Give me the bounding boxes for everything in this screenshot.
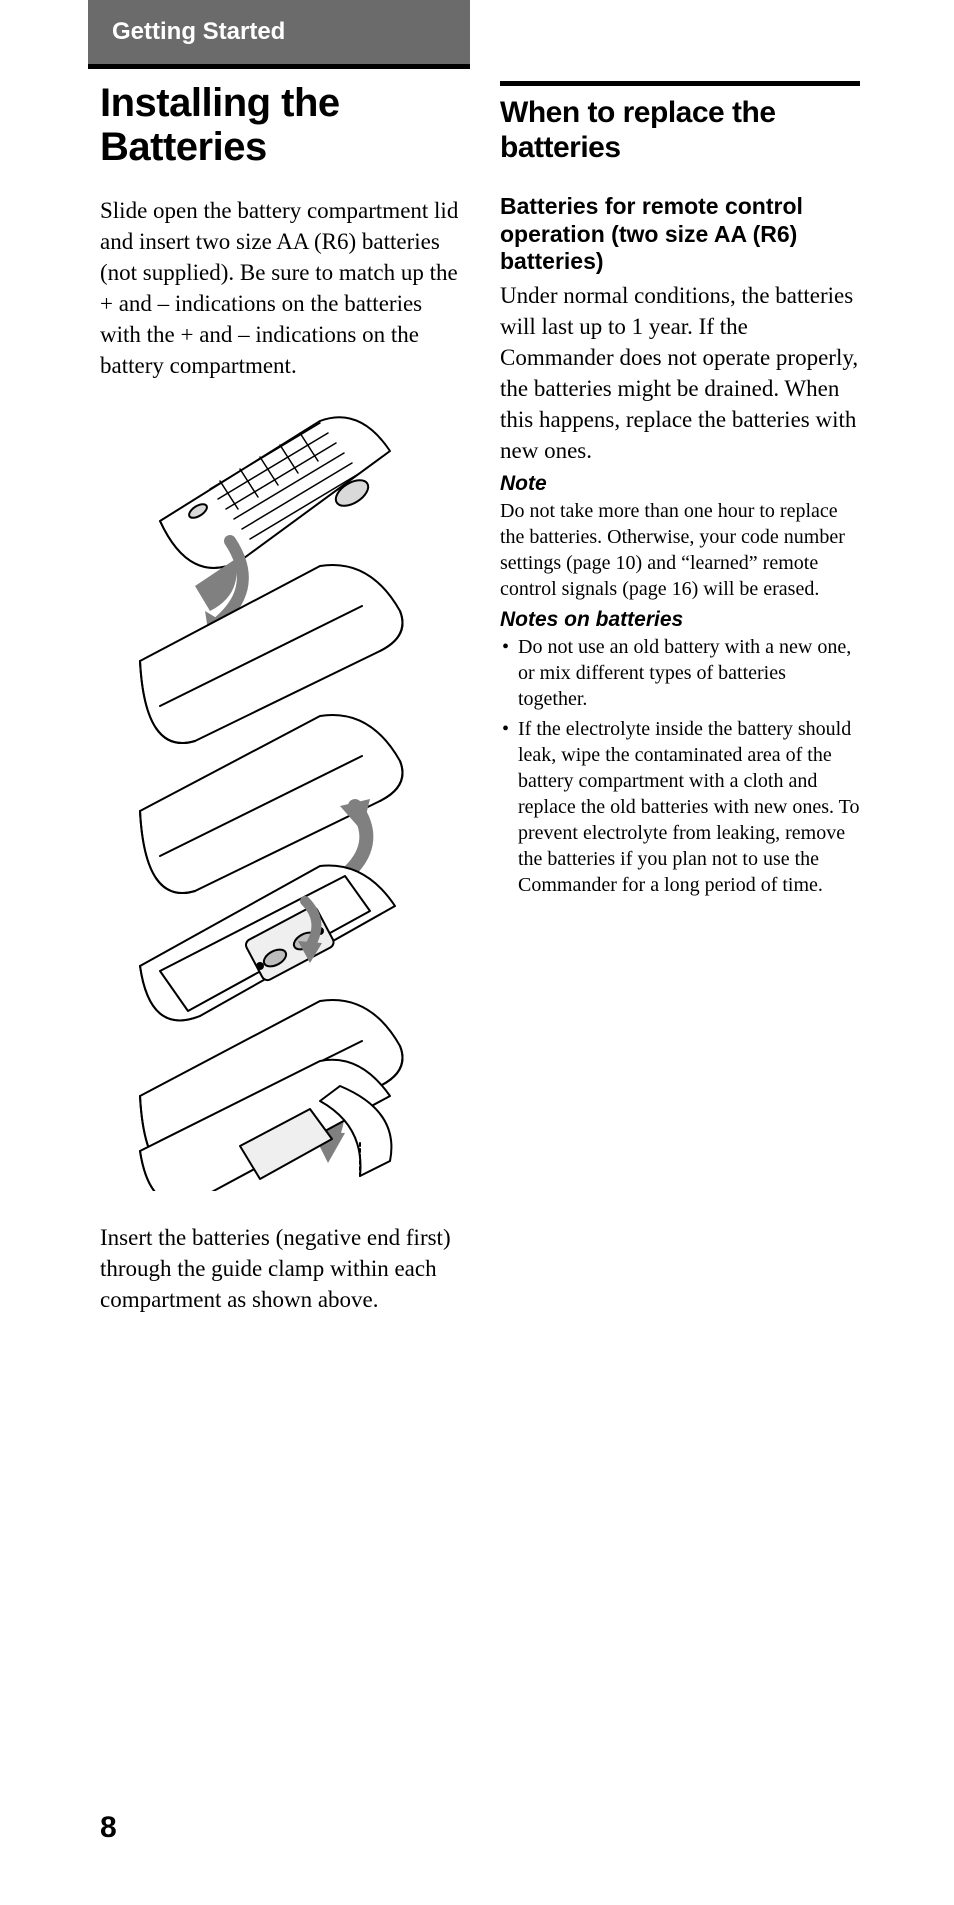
illustration-caption: Insert the batteries (negative end first…: [100, 1222, 460, 1315]
right-column-rule: When to replace the batteries: [500, 81, 860, 165]
right-column: When to replace the batteries Batteries …: [500, 81, 860, 1327]
list-item: Do not use an old battery with a new one…: [500, 634, 860, 712]
list-item: If the electrolyte inside the battery sh…: [500, 716, 860, 898]
left-column: Installing the Batteries Slide open the …: [100, 81, 460, 1327]
note-body: Do not take more than one hour to replac…: [500, 498, 860, 602]
right-subhead: Batteries for remote control operation (…: [500, 193, 860, 276]
section-header-text: Getting Started: [112, 18, 285, 45]
main-title: Installing the Batteries: [100, 81, 460, 169]
manual-page: Getting Started Installing the Batteries…: [0, 0, 954, 1905]
right-title: When to replace the batteries: [500, 96, 860, 165]
page-number: 8: [100, 1811, 117, 1845]
note-heading: Note: [500, 472, 860, 496]
right-body: Under normal conditions, the batteries w…: [500, 280, 860, 466]
two-column-layout: Installing the Batteries Slide open the …: [100, 81, 854, 1327]
notes-on-batteries-heading: Notes on batteries: [500, 608, 860, 632]
notes-list: Do not use an old battery with a new one…: [500, 634, 860, 898]
section-header-bar: Getting Started: [88, 0, 470, 69]
intro-paragraph: Slide open the battery compartment lid a…: [100, 195, 460, 381]
battery-install-illustration: [100, 411, 430, 1191]
